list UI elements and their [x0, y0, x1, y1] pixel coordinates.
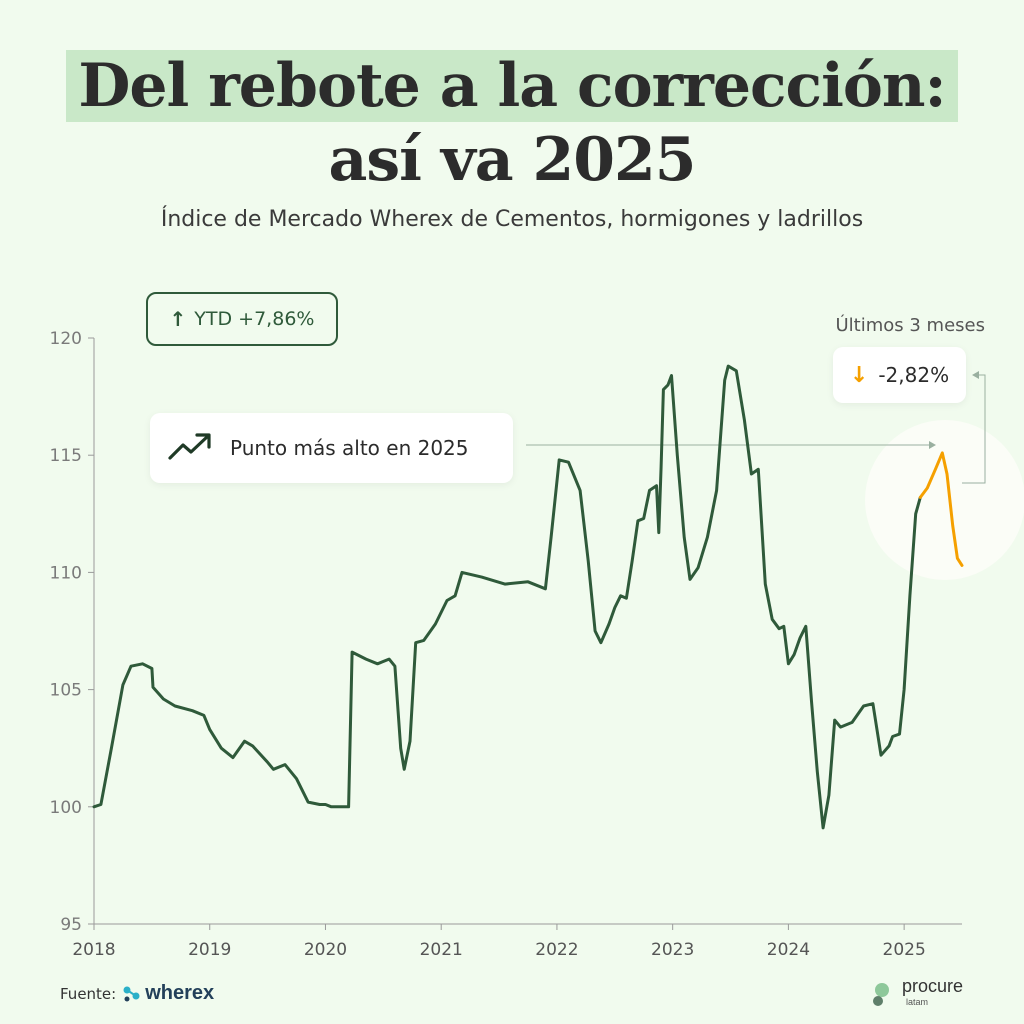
source-label: Fuente:: [60, 984, 117, 1003]
x-tick-label: 2021: [420, 940, 463, 960]
x-tick-label: 2025: [883, 940, 926, 960]
x-tick-label: 2019: [188, 940, 231, 960]
chart-title: Del rebote a la corrección: así va 2025: [0, 50, 1024, 196]
peak-label: Punto más alto en 2025: [230, 436, 469, 460]
ytd-badge: ↑ YTD +7,86%: [146, 292, 338, 346]
title-line-2: así va 2025: [328, 125, 697, 195]
y-tick-label: 110: [50, 563, 82, 583]
chart-series: [92, 364, 964, 830]
procure-mark-icon: [873, 983, 889, 1006]
arrow-up-icon: ↑: [169, 307, 187, 331]
procure-brand: procure: [902, 976, 964, 996]
last3-bracket-arrowhead: [972, 371, 979, 379]
index-line-last-3-months: [918, 451, 964, 567]
wherex-mark-icon: [123, 986, 140, 1001]
procure-logo: procure latam: [872, 976, 964, 1010]
y-tick-label: 105: [50, 681, 82, 701]
index-line-main: [92, 364, 922, 830]
x-tick-label: 2024: [767, 940, 810, 960]
title-line-1: Del rebote a la corrección:: [66, 50, 958, 122]
procure-sub: latam: [906, 997, 929, 1007]
recent-highlight-glow: [865, 420, 1024, 580]
peak-callout: Punto más alto en 2025: [150, 413, 513, 483]
chart-axes: 95 100 105 110 115 120 2018 2019 2020 2021 2022 202…: [50, 329, 962, 960]
chart-subtitle: Índice de Mercado Wherex de Cementos, ho…: [160, 207, 864, 232]
wherex-logo: wherex: [122, 982, 214, 1005]
y-tick-label: 115: [50, 446, 82, 466]
arrow-down-icon: ↓: [849, 362, 869, 388]
last3-bracket: [962, 374, 986, 484]
x-tick-label: 2018: [72, 940, 115, 960]
y-tick-label: 120: [50, 329, 82, 349]
ytd-label: YTD +7,86%: [194, 308, 315, 330]
y-tick-label: 100: [50, 798, 82, 818]
x-tick-label: 2023: [651, 940, 694, 960]
procure-text: procure latam: [902, 976, 964, 1010]
source-credit: Fuente: wherex: [60, 982, 214, 1005]
x-tick-label: 2020: [304, 940, 347, 960]
wherex-text: wherex: [145, 982, 215, 1004]
last3-value: -2,82%: [878, 363, 950, 387]
peak-connector-arrowhead: [929, 441, 936, 449]
y-tick-label: 95: [60, 915, 82, 935]
trending-up-icon: [168, 431, 214, 466]
last3-badge: ↓ -2,82%: [833, 347, 966, 403]
last3-title: Últimos 3 meses: [835, 315, 986, 336]
x-tick-label: 2022: [535, 940, 578, 960]
